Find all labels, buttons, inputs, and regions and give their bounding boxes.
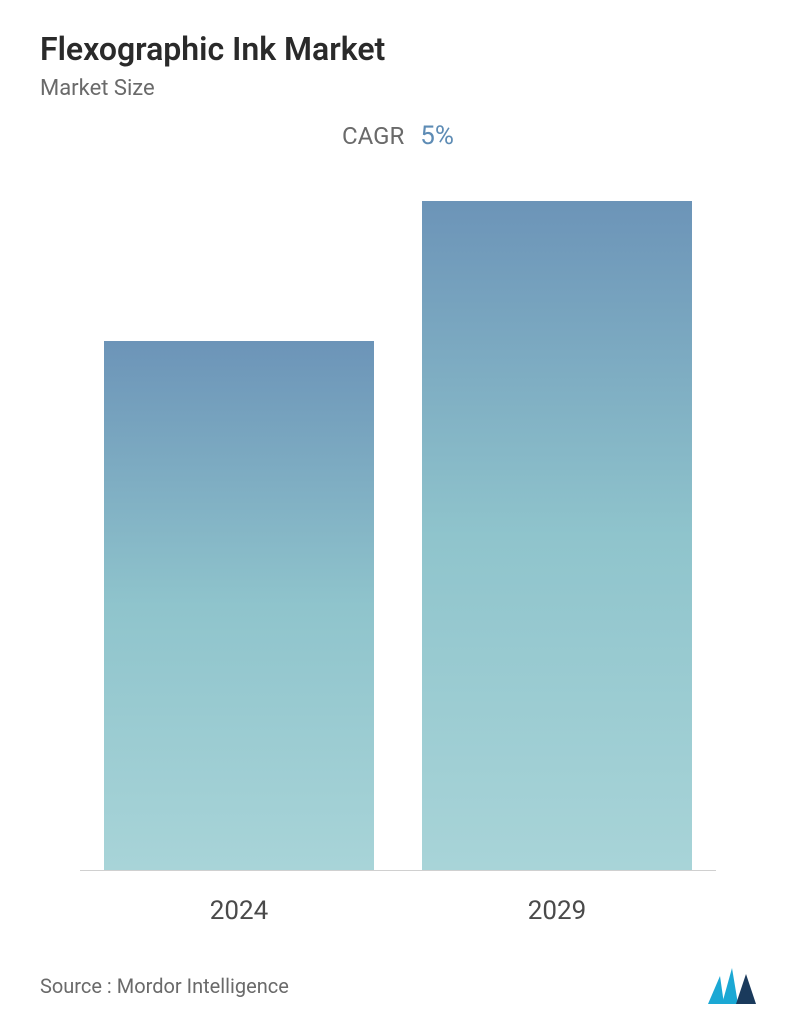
source-name: Mordor Intelligence: [117, 974, 289, 998]
mordor-logo-icon: [708, 968, 756, 1004]
cagr-value: 5%: [420, 121, 454, 151]
bar-chart-area: [40, 191, 756, 871]
bar-2024: [104, 341, 374, 871]
bar-group: [104, 341, 374, 871]
cagr-label: CAGR: [342, 122, 404, 150]
source-attribution: Source : Mordor Intelligence: [40, 974, 289, 998]
x-axis-labels: 2024 2029: [40, 881, 756, 926]
chart-subtitle: Market Size: [40, 76, 756, 101]
chart-title: Flexographic Ink Market: [40, 30, 756, 68]
bar-group: [422, 201, 692, 871]
bar-label: 2024: [104, 896, 374, 926]
bar-label: 2029: [422, 896, 692, 926]
cagr-row: CAGR 5%: [40, 121, 756, 151]
bar-2029: [422, 201, 692, 871]
chart-footer: Source : Mordor Intelligence: [40, 968, 756, 1004]
x-axis-line: [80, 870, 716, 871]
source-label: Source :: [40, 974, 112, 998]
